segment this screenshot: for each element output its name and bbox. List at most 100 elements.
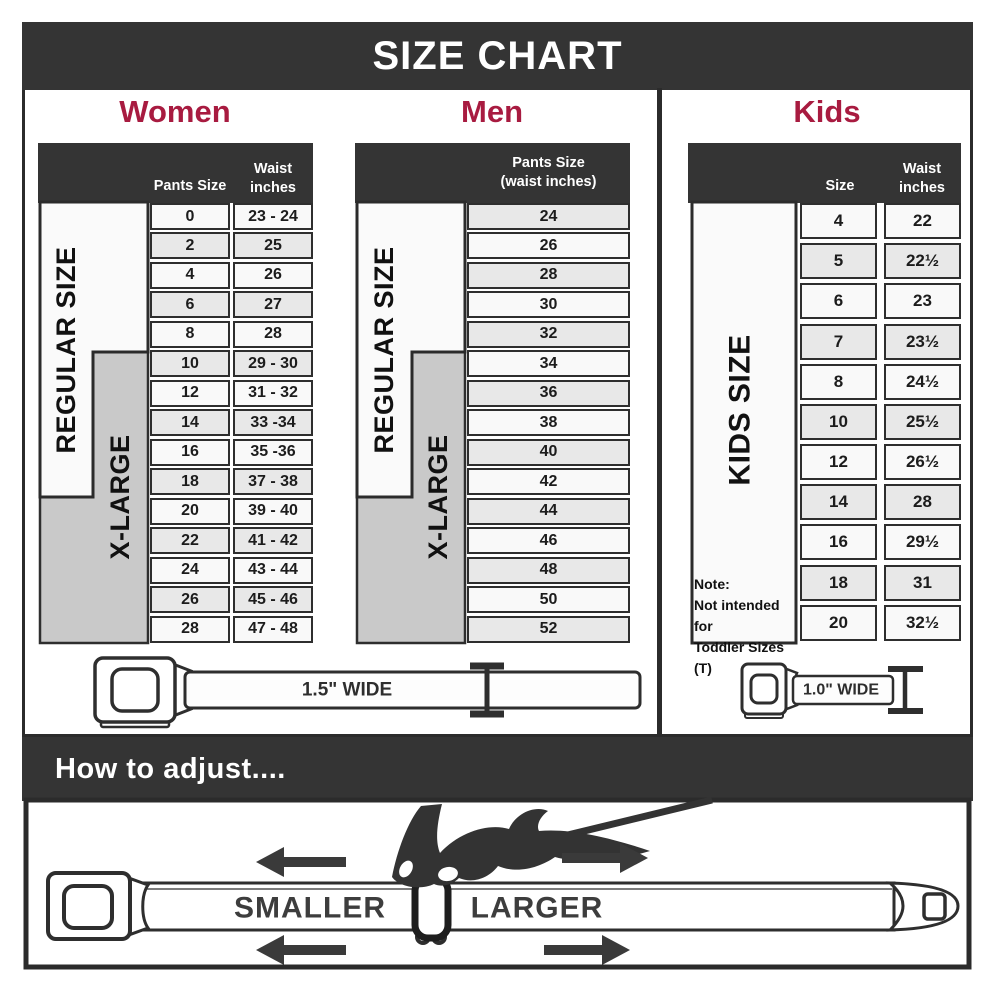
size-cell: 18 [800,564,877,601]
women-col2-header: Waist inches [250,161,296,196]
adjust-heading: How to adjust.... [55,752,286,785]
pants-size-cell: 30 [467,291,630,319]
waist-cell: 43 - 44 [233,556,313,584]
fingernail [399,860,413,878]
arrow-right-icon [544,945,602,955]
waist-cell: 33 -34 [233,409,313,437]
pants-size-cell: 42 [467,468,630,496]
kids-col1-header: Size [825,178,855,194]
women-size-range-labels: REGULAR SIZE X-LARGE [38,200,150,645]
waist-cell: 26½ [884,444,961,481]
table-row: 12 31 - 32 [150,379,313,409]
waist-cell: 24½ [884,363,961,400]
pants-size-cell: 26 [150,586,230,614]
table-row: 4 26 [150,261,313,291]
tail-slot [922,892,947,921]
waist-cell: 27 [233,291,313,319]
table-row: 28 [467,261,630,291]
pants-size-cell: 52 [467,615,630,643]
pants-size-cell: 38 [467,409,630,437]
table-row: 14 33 -34 [150,409,313,438]
buckle-button [749,673,779,705]
table-row: 7 23½ [800,323,961,364]
pants-size-cell: 8 [150,320,230,348]
table-row: 30 [467,291,630,320]
waist-cell: 39 - 40 [233,497,313,525]
waist-cell: 22 [884,203,961,239]
table-row: 8 24½ [800,363,961,404]
adjust-heading-bar: How to adjust.... [22,737,973,801]
waist-cell: 35 -36 [233,438,313,466]
table-row: 16 29½ [800,524,961,564]
pants-size-cell: 28 [467,261,630,289]
kids-col2-header: Waist inches [899,161,945,196]
table-row: 4 22 [800,203,961,243]
adult-belt-width-label: 1.5" WIDE [302,680,392,701]
kids-table-header: Size Waist inches [688,143,961,203]
table-row: 0 23 - 24 [150,203,313,232]
waist-cell: 47 - 48 [233,615,313,643]
kids-note: Note: Not intended for Toddler Sizes (T) [694,576,784,676]
waist-cell: 28 [884,484,961,521]
arrow-right-icon [602,935,630,965]
fingernail [438,866,458,882]
table-row: 26 [467,232,630,261]
table-row: 18 31 [800,564,961,605]
hand-icon [392,804,650,888]
arrow-right-icon [620,843,648,873]
arrow-left-icon [256,847,284,877]
table-row: 50 [467,586,630,615]
table-row: 24 43 - 44 [150,556,313,586]
size-cell: 6 [800,283,877,320]
table-row: 26 45 - 46 [150,586,313,615]
table-row: 2 25 [150,232,313,261]
kids-heading: Kids [793,94,861,129]
men-size-range-labels: REGULAR SIZE X-LARGE [355,200,467,645]
table-row: 44 [467,497,630,527]
pants-size-cell: 48 [467,556,630,584]
table-row: 46 [467,527,630,556]
men-regular-label: REGULAR SIZE [369,246,399,453]
table-row: 8 28 [150,320,313,350]
waist-cell: 23½ [884,323,961,360]
pants-size-cell: 50 [467,586,630,614]
pants-size-cell: 26 [467,232,630,260]
larger-arrows [544,843,648,965]
waist-cell: 41 - 42 [233,527,313,555]
table-row: 38 [467,409,630,438]
women-regular-label: REGULAR SIZE [51,246,81,453]
pants-size-cell: 36 [467,379,630,407]
table-row: 48 [467,556,630,586]
size-cell: 10 [800,403,877,440]
size-cell: 5 [800,243,877,280]
waist-cell: 25½ [884,403,961,440]
buckle-button [110,667,160,713]
size-cell: 4 [800,203,877,239]
men-xlarge-label: X-LARGE [423,435,453,560]
waist-cell: 26 [233,261,313,289]
table-row: 36 [467,379,630,409]
pants-size-cell: 12 [150,379,230,407]
waist-cell: 29½ [884,524,961,561]
women-xlarge-label: X-LARGE [105,435,135,560]
size-cell: 16 [800,524,877,561]
page-title: SIZE CHART [372,33,623,78]
size-cell: 12 [800,444,877,481]
women-regular-region [38,200,150,499]
adjust-diagram: SMALLER LARGER [23,797,972,970]
men-table-header: Pants Size (waist inches) [355,143,630,203]
waist-cell: 45 - 46 [233,586,313,614]
pants-size-cell: 46 [467,527,630,555]
waist-cell: 31 [884,564,961,601]
pants-size-cell: 16 [150,438,230,466]
women-size-table: 0 23 - 24 2 25 4 26 6 27 8 28 [150,203,313,645]
larger-label: LARGER [471,892,604,925]
pants-size-cell: 18 [150,468,230,496]
kids-size-label-box: KIDS SIZE [690,200,798,645]
pants-size-cell: 2 [150,232,230,260]
kids-size-region [690,200,798,645]
buckle-button [62,884,114,930]
women-heading: Women [119,94,231,129]
pants-size-cell: 6 [150,291,230,319]
